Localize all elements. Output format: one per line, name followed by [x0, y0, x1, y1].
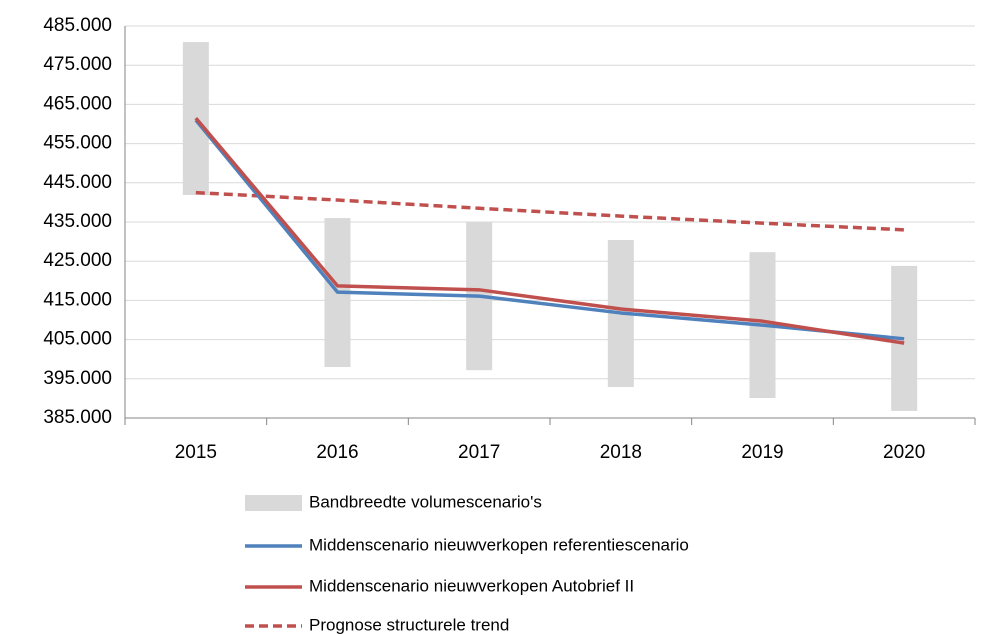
y-tick-label: 465.000: [43, 93, 112, 114]
legend-label: Bandbreedte volumescenario's: [309, 492, 542, 511]
line-series: [195, 190, 905, 232]
y-tick-label: 445.000: [43, 172, 112, 193]
legend-label: Prognose structurele trend: [309, 615, 509, 634]
y-tick-label: 405.000: [43, 329, 112, 350]
y-tick-label: 435.000: [43, 211, 112, 232]
legend-swatch: [245, 495, 302, 511]
x-tick-label: 2019: [741, 442, 783, 463]
x-tick-label: 2020: [883, 442, 925, 463]
x-tick-label: 2018: [600, 442, 642, 463]
x-tick-label: 2016: [316, 442, 358, 463]
y-tick-label: 455.000: [43, 133, 112, 154]
line-series: [194, 118, 905, 341]
y-tick-label: 395.000: [43, 368, 112, 389]
line-series: [194, 116, 905, 345]
y-tick-label: 385.000: [43, 407, 112, 428]
y-tick-label: 415.000: [43, 289, 112, 310]
x-tick-label: 2015: [175, 442, 217, 463]
y-tick-label: 425.000: [43, 250, 112, 271]
legend-label: Middenscenario nieuwverkopen referenties…: [309, 535, 689, 554]
x-tick-label: 2017: [458, 442, 500, 463]
y-tick-label: 475.000: [43, 54, 112, 75]
legend-label: Middenscenario nieuwverkopen Autobrief I…: [309, 576, 634, 595]
y-tick-label: 485.000: [43, 15, 112, 36]
